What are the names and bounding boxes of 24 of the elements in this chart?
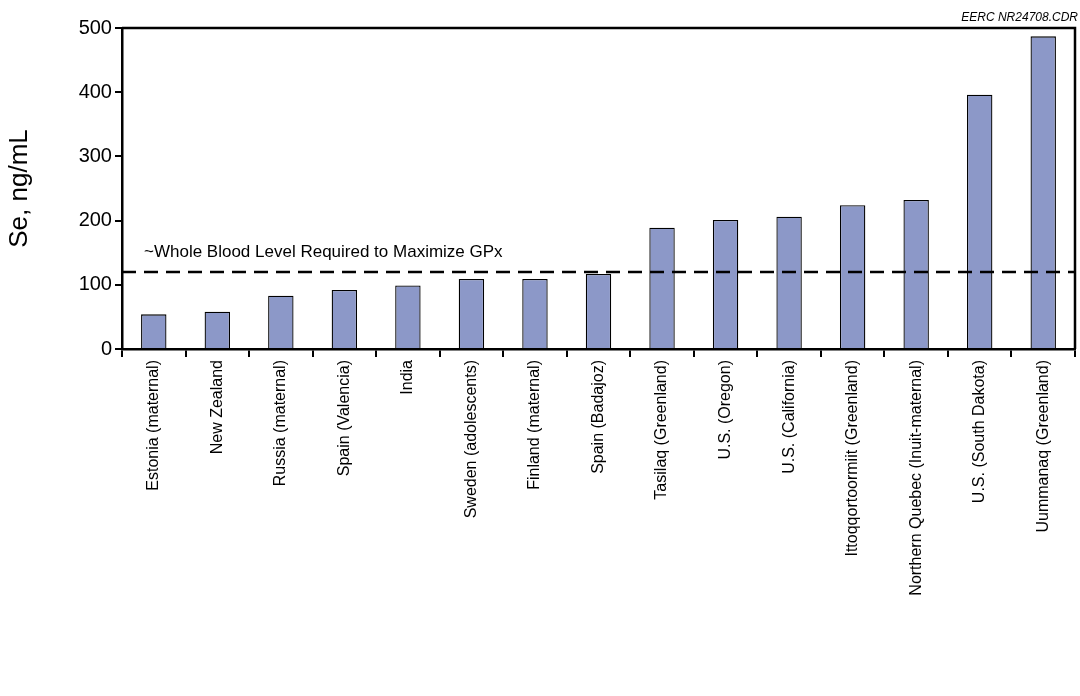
x-tick-label: Ittoqqortoormiit (Greenland) bbox=[843, 360, 861, 557]
x-tick-label: Estonia (maternal) bbox=[144, 360, 162, 491]
x-tick-label: U.S. (Oregon) bbox=[715, 360, 733, 460]
y-tick-label: 0 bbox=[100, 336, 112, 359]
x-tick-label: India bbox=[398, 359, 416, 395]
x-tick-label: Uummanaq (Greenland) bbox=[1033, 360, 1051, 533]
x-tick-label: U.S. (South Dakota) bbox=[970, 360, 988, 504]
x-tick-label: Spain (Valencia) bbox=[334, 360, 352, 477]
text: EERC NR24708.CDR bbox=[961, 10, 1079, 25]
y-tick-label: 500 bbox=[78, 15, 112, 38]
ref-line-label: ~Whole Blood Level Required to Maximize GPx bbox=[144, 242, 504, 262]
y-tick-label: 100 bbox=[78, 272, 112, 295]
x-tick-label: Finland (maternal) bbox=[525, 360, 543, 490]
x-tick-label: Sweden (adolescents) bbox=[461, 360, 479, 519]
x-tick-label: Northern Quebec (Inuit-maternal) bbox=[906, 360, 924, 596]
x-tick-label: New Zealand bbox=[207, 360, 225, 455]
y-tick-label: 300 bbox=[78, 143, 112, 166]
y-axis-title: Se, ng/mL bbox=[2, 129, 33, 248]
x-tick-label: U.S. (California) bbox=[779, 360, 797, 474]
x-tick-label: Russia (maternal) bbox=[271, 360, 289, 487]
y-tick-label: 200 bbox=[78, 208, 112, 231]
y-tick-label: 400 bbox=[78, 79, 112, 102]
x-tick-label: Tasilaq (Greenland) bbox=[652, 360, 670, 500]
x-tick-label: Spain (Badajoz) bbox=[588, 360, 606, 474]
